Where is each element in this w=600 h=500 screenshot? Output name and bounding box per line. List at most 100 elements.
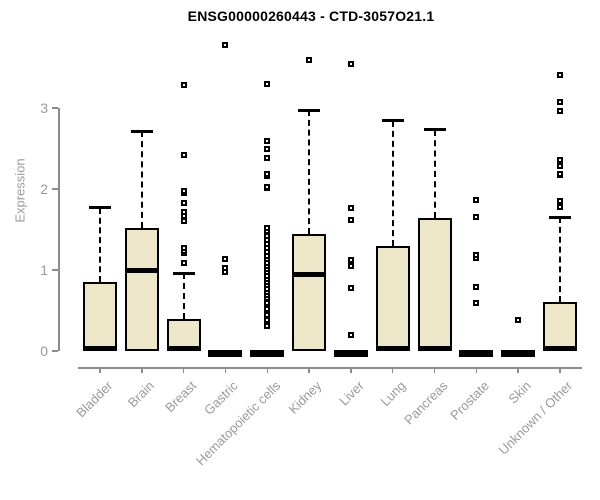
box-iqr xyxy=(124,227,159,351)
collapsed-box xyxy=(501,350,536,357)
outlier-point xyxy=(180,199,187,206)
box-iqr xyxy=(83,282,117,351)
outlier-point xyxy=(222,255,229,262)
outlier-point xyxy=(264,146,271,153)
collapsed-box xyxy=(250,350,285,357)
x-category-label: Pancreas xyxy=(400,378,451,428)
outlier-point xyxy=(347,61,354,68)
outlier-point xyxy=(347,262,354,269)
median-line xyxy=(375,346,410,352)
outlier-point xyxy=(180,187,187,194)
outlier-point xyxy=(180,259,187,266)
outlier-point xyxy=(557,170,564,177)
x-category-label: Bladder xyxy=(73,378,116,421)
y-tick-label: 1 xyxy=(40,262,48,278)
whisker-line xyxy=(559,217,562,303)
box-iqr xyxy=(543,302,578,351)
outlier-point xyxy=(180,245,187,252)
outlier-point xyxy=(473,213,480,220)
outlier-point xyxy=(222,41,229,48)
x-axis-tick xyxy=(433,367,436,373)
whisker-cap xyxy=(549,215,572,219)
y-axis-tick xyxy=(52,350,58,352)
x-category-label: Breast xyxy=(162,378,200,416)
x-category-label: Lung xyxy=(377,378,409,410)
outlier-point xyxy=(347,257,354,264)
x-axis-tick xyxy=(350,367,352,373)
collapsed-box xyxy=(333,350,368,357)
collapsed-box xyxy=(208,350,243,357)
median-line xyxy=(83,346,117,352)
box-iqr xyxy=(417,218,452,351)
median-line xyxy=(124,267,159,273)
outlier-point xyxy=(347,204,354,211)
whisker-cap xyxy=(172,271,195,275)
x-category-label: Kidney xyxy=(286,378,325,417)
y-axis-tick xyxy=(52,188,58,190)
x-axis-tick xyxy=(141,367,143,373)
y-axis-line xyxy=(58,108,60,351)
x-axis-tick xyxy=(517,367,519,373)
outlier-point xyxy=(557,71,564,78)
outlier-point xyxy=(264,322,271,329)
outlier-point xyxy=(264,171,271,178)
x-category-label: Skin xyxy=(505,378,534,407)
outlier-point xyxy=(264,311,271,318)
outlier-point xyxy=(180,209,187,216)
outlier-point xyxy=(473,251,480,258)
collapsed-box xyxy=(459,350,494,357)
whisker-line xyxy=(182,273,185,319)
whisker-line xyxy=(391,120,394,246)
x-category-label: Prostate xyxy=(447,378,492,423)
x-axis-tick xyxy=(182,367,185,373)
outlier-point xyxy=(557,156,564,163)
outlier-point xyxy=(222,264,229,271)
outlier-point xyxy=(264,138,271,145)
whisker-line xyxy=(99,207,101,283)
outlier-point xyxy=(264,305,271,312)
whisker-cap xyxy=(89,206,111,210)
outlier-point xyxy=(264,317,271,324)
y-axis-tick xyxy=(52,107,58,109)
x-axis-tick xyxy=(308,367,310,373)
outlier-point xyxy=(473,300,480,307)
outlier-point xyxy=(180,151,187,158)
x-axis-tick xyxy=(475,367,478,373)
outlier-point xyxy=(264,224,271,231)
outlier-point xyxy=(347,284,354,291)
median-line xyxy=(292,271,327,277)
outlier-point xyxy=(557,198,564,205)
outlier-point xyxy=(264,183,271,190)
box-iqr xyxy=(292,233,327,351)
y-tick-label: 3 xyxy=(40,100,48,116)
whisker-line xyxy=(140,131,143,228)
outlier-point xyxy=(347,216,354,223)
x-category-label: Gastric xyxy=(201,378,242,418)
y-axis-tick xyxy=(52,269,58,271)
median-line xyxy=(166,346,201,352)
median-line xyxy=(543,346,578,352)
box-iqr xyxy=(375,245,410,351)
x-axis-tick xyxy=(559,367,561,373)
outlier-point xyxy=(306,57,313,64)
x-axis-line xyxy=(78,367,582,369)
x-category-label: Liver xyxy=(335,378,367,409)
whisker-cap xyxy=(298,108,321,112)
outlier-point xyxy=(557,99,564,106)
whisker-line xyxy=(308,110,311,234)
outlier-point xyxy=(473,284,480,290)
outlier-point xyxy=(347,331,354,338)
outlier-point xyxy=(557,203,564,210)
whisker-cap xyxy=(130,129,153,133)
outlier-point xyxy=(515,317,522,324)
outlier-point xyxy=(264,155,271,162)
whisker-cap xyxy=(381,119,404,123)
x-category-label: Brain xyxy=(125,378,158,411)
whisker-line xyxy=(433,129,436,219)
outlier-point xyxy=(557,163,564,170)
y-tick-label: 0 xyxy=(40,343,48,359)
whisker-cap xyxy=(423,128,446,132)
outlier-point xyxy=(264,80,271,87)
outlier-point xyxy=(180,82,187,89)
